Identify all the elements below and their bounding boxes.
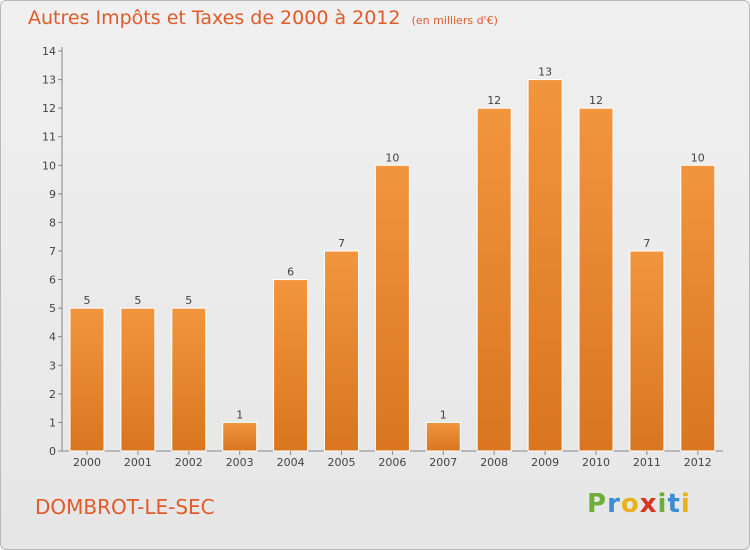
data-label: 1 [440,408,447,421]
logo-letter: o [620,489,640,519]
bar [527,79,563,452]
chart-title-block: Autres Impôts et Taxes de 2000 à 2012 (e… [28,7,498,29]
x-tick-label: 2001 [124,456,152,469]
data-label: 6 [287,266,294,279]
x-tick-label: 2005 [328,456,356,469]
y-tick-label: 9 [49,188,56,201]
logo-letter: i [657,489,668,519]
bar [374,164,410,452]
data-label: 5 [185,294,192,307]
y-tick-label: 14 [42,45,56,58]
data-label: 12 [487,94,501,107]
data-label: 10 [691,151,705,164]
logo-letter: i [680,489,691,519]
y-tick-label: 2 [49,388,56,401]
data-label: 7 [643,237,650,250]
x-tick-label: 2010 [582,456,610,469]
bar [425,421,461,452]
x-tick-label: 2006 [378,456,406,469]
logo-letter: x [639,489,658,519]
data-label: 10 [385,151,399,164]
y-tick-label: 4 [49,331,56,344]
data-label: 12 [589,94,603,107]
data-label: 13 [538,66,552,79]
x-tick-label: 2004 [277,456,305,469]
bar [273,279,309,452]
chart-subtitle: (en milliers d'€) [411,14,498,27]
bar [578,107,614,452]
x-tick-label: 2000 [73,456,101,469]
y-tick-label: 13 [42,74,56,87]
x-tick-label: 2002 [175,456,203,469]
x-tick-label: 2011 [633,456,661,469]
data-label: 7 [338,237,345,250]
bar [476,107,512,452]
y-tick-label: 10 [42,159,56,172]
x-tick-label: 2003 [226,456,254,469]
bar [324,250,359,452]
y-tick-label: 12 [42,102,56,115]
y-tick-label: 3 [49,359,56,372]
y-tick-label: 5 [49,302,56,315]
proxiti-logo: Proxiti [587,489,691,519]
y-tick-label: 6 [49,274,56,287]
y-tick-label: 8 [49,216,56,229]
logo-letter: P [587,489,608,519]
x-tick-label: 2007 [429,456,457,469]
logo-letter: t [667,489,681,519]
y-tick-label: 11 [42,131,56,144]
bar [222,421,258,452]
y-tick-label: 1 [49,416,56,429]
y-tick-label: 7 [49,245,56,258]
chart-title: Autres Impôts et Taxes de 2000 à 2012 [28,7,401,29]
bar [680,164,716,452]
city-name: DOMBROT-LE-SEC [35,495,215,519]
logo-letter: r [607,489,621,519]
bar [69,307,105,452]
y-tick-label: 0 [49,445,56,458]
bar [171,307,207,452]
x-tick-label: 2012 [684,456,712,469]
data-label: 5 [134,294,141,307]
x-tick-label: 2008 [480,456,508,469]
data-label: 1 [236,408,243,421]
x-tick-label: 2009 [531,456,559,469]
bar [629,250,665,452]
data-label: 5 [84,294,91,307]
bar [120,307,156,452]
